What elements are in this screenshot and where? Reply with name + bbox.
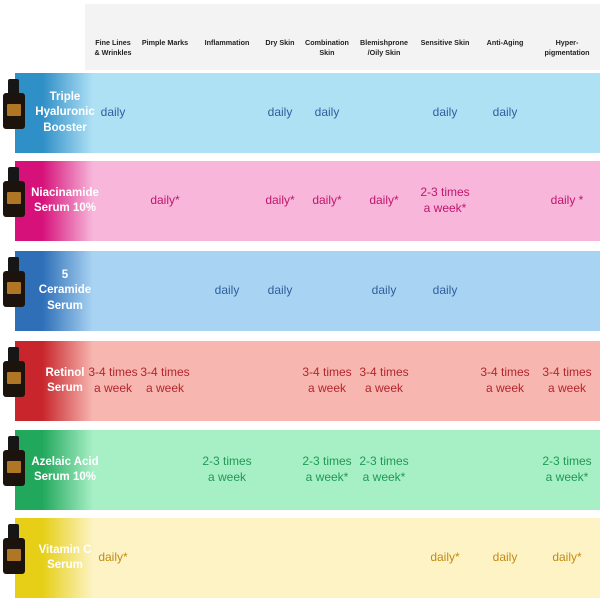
product-name: Vitamin C Serum	[38, 543, 92, 571]
row-gradient	[15, 518, 93, 598]
product-name: Triple Hyaluronic Booster	[35, 91, 95, 134]
header-background	[85, 4, 600, 70]
row-gradient	[15, 73, 93, 153]
product-row: Retinol Serum 3-4 times a week 3-4 times a we…	[3, 341, 600, 421]
usage-frequency: daily*	[98, 550, 128, 565]
row-gradient	[15, 341, 93, 421]
usage-frequency: daily*	[150, 193, 180, 208]
usage-frequency: 2-3 times a week	[202, 454, 252, 484]
usage-frequency: daily	[214, 283, 240, 298]
usage-frequency: daily	[267, 283, 293, 298]
usage-frequency: daily	[432, 105, 458, 120]
usage-frequency: 2-3 times a week*	[302, 454, 352, 484]
column-header: Pimple Marks	[141, 38, 189, 47]
product-row: Triple Hyaluronic Booster daily daily daily da…	[3, 73, 600, 153]
usage-frequency: 3-4 times a week	[140, 365, 190, 395]
product-name: Retinol Serum	[45, 366, 85, 394]
product-row: Azelaic Acid Serum 10% 2-3 times a week 2-3 …	[3, 430, 600, 510]
product-name: Azelaic Acid Serum 10%	[31, 455, 99, 483]
usage-frequency: daily *	[550, 193, 584, 208]
usage-frequency: 2-3 times a week*	[420, 185, 470, 215]
usage-frequency: 3-4 times a week	[302, 365, 352, 395]
column-header: Blemishprone/Oily Skin	[360, 38, 408, 57]
usage-frequency: daily	[492, 550, 518, 565]
usage-frequency: daily	[267, 105, 293, 120]
usage-frequency: 3-4 times a week	[480, 365, 530, 395]
product-name: Niacinamide Serum 10%	[31, 186, 99, 214]
usage-frequency: daily*	[552, 550, 582, 565]
usage-frequency: daily*	[430, 550, 460, 565]
column-header: Fine Lines & Wrinkles	[94, 38, 132, 57]
column-header: Combination Skin	[305, 38, 349, 57]
usage-frequency: daily*	[265, 193, 295, 208]
usage-frequency: 3-4 times a week	[88, 365, 138, 395]
usage-frequency: 2-3 times a week*	[359, 454, 409, 484]
column-header: Dry Skin	[265, 38, 295, 47]
usage-frequency: daily	[100, 105, 126, 120]
usage-frequency: daily	[371, 283, 397, 298]
usage-frequency: daily*	[369, 193, 399, 208]
column-header: Inflammation	[204, 38, 250, 47]
row-gradient	[15, 161, 93, 241]
usage-frequency: 3-4 times a week	[542, 365, 592, 395]
usage-frequency: 3-4 times a week	[359, 365, 409, 395]
product-row: Vitamin C Serum daily* daily* daily daily*	[3, 518, 600, 598]
usage-frequency: daily*	[312, 193, 342, 208]
row-gradient	[15, 251, 93, 331]
product-row: Niacinamide Serum 10% daily* daily* daily* da…	[3, 161, 600, 241]
column-header: Sensitive Skin	[420, 38, 470, 47]
usage-frequency: daily	[492, 105, 518, 120]
row-gradient	[15, 430, 93, 510]
product-name: 5 Ceramide Serum	[38, 269, 92, 312]
column-header: Anti-Aging	[486, 38, 524, 47]
usage-frequency: daily	[314, 105, 340, 120]
usage-frequency: daily	[432, 283, 458, 298]
usage-frequency: 2-3 times a week*	[542, 454, 592, 484]
column-header: Hyper-pigmentation	[544, 38, 590, 57]
product-row: 5 Ceramide Serum daily daily daily daily	[3, 251, 600, 331]
